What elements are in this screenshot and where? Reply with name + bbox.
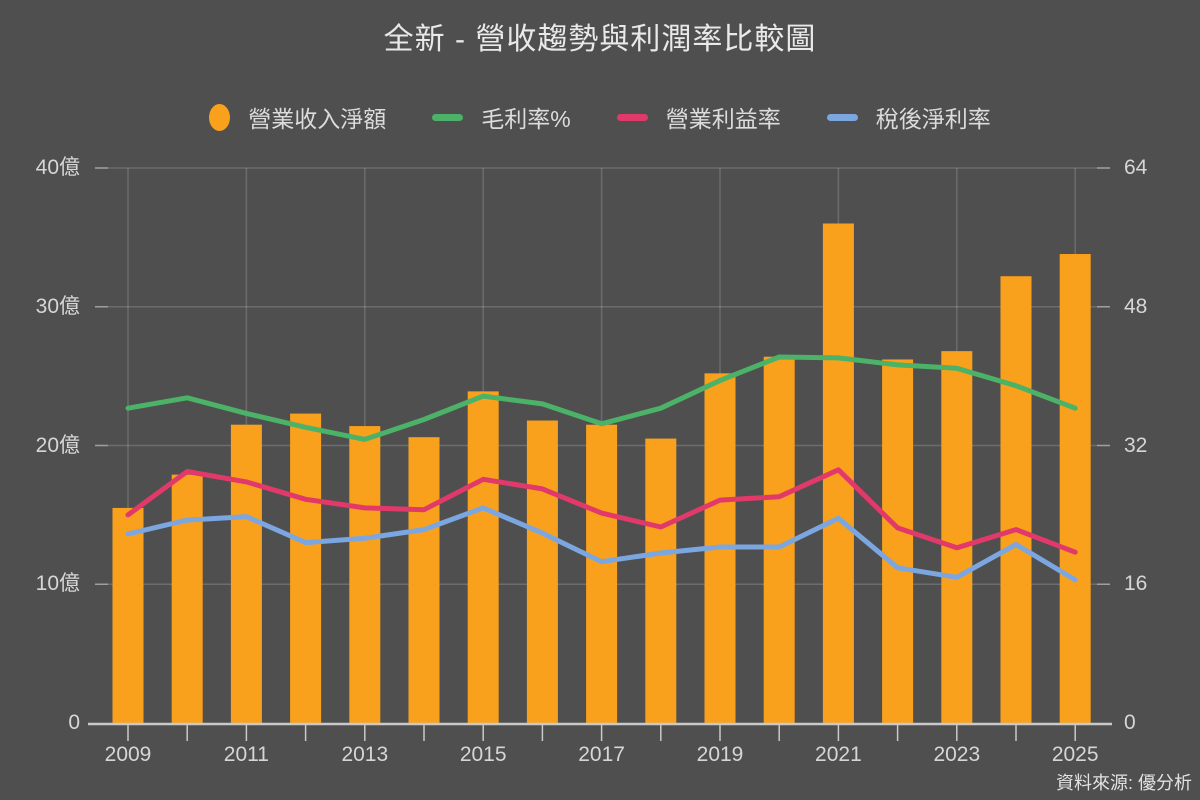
chart-legend: 營業收入淨額 毛利率% 營業利益率 稅後淨利率 — [0, 100, 1200, 134]
x-axis-tick-label: 2023 — [933, 743, 981, 766]
x-axis-tick-label: 2021 — [815, 743, 862, 766]
revenue-bar-2024 — [1000, 276, 1032, 723]
legend-label: 毛利率% — [481, 106, 571, 132]
revenue-bar-2016 — [526, 420, 558, 723]
legend-label: 營業收入淨額 — [248, 106, 387, 132]
right-axis-tick-label: 16 — [1124, 572, 1148, 596]
legend-item: 毛利率% — [432, 100, 571, 134]
revenue-bar-2023 — [941, 351, 973, 723]
legend-label: 營業利益率 — [665, 106, 781, 132]
right-axis-tick-label: 64 — [1124, 156, 1148, 179]
legend-item: 營業利益率 — [616, 100, 781, 134]
operating-margin-line — [125, 467, 1078, 555]
gross-margin-line — [125, 354, 1078, 442]
left-axis-tick-label: 0 — [68, 711, 80, 734]
left-axis-tick-label: 30億 — [35, 294, 80, 318]
revenue-bar-2014 — [408, 437, 440, 723]
net-margin-line — [125, 505, 1078, 583]
x-axis-tick-label: 2025 — [1051, 743, 1099, 766]
revenue-bar-2015 — [467, 391, 499, 723]
revenue-bar-2025 — [1059, 254, 1091, 723]
legend-item: 營業收入淨額 — [209, 100, 386, 134]
x-axis-tick-label: 2019 — [696, 743, 744, 766]
x-axis-tick-label: 2015 — [459, 743, 507, 766]
bar-series-marker-icon — [209, 103, 231, 131]
left-axis-tick-label: 40億 — [35, 156, 80, 179]
left-axis-tick-label: 20億 — [35, 433, 80, 457]
chart-title: 全新 - 營收趨勢與利潤率比較圖 — [383, 23, 817, 56]
revenue-bar-2022 — [882, 359, 914, 723]
right-axis-tick-label: 48 — [1124, 294, 1148, 318]
x-axis-tick-label: 2013 — [341, 743, 389, 766]
right-axis-tick-label: 32 — [1124, 433, 1148, 457]
left-axis-tick-label: 10億 — [35, 572, 80, 596]
legend-label: 稅後淨利率 — [875, 106, 991, 132]
line-series-marker-icon — [432, 113, 464, 121]
revenue-bar-2012 — [290, 413, 322, 723]
x-axis-tick-label: 2009 — [104, 743, 152, 766]
right-axis-tick-label: 0 — [1124, 711, 1136, 734]
source-note: 資料來源: 優分析 — [1055, 773, 1192, 793]
revenue-bar-2018 — [645, 438, 677, 723]
revenue-bar-2013 — [349, 426, 381, 723]
line-series-marker-icon — [616, 113, 648, 121]
revenue-bar-2011 — [230, 424, 262, 723]
revenue-bar-2017 — [586, 424, 618, 723]
x-axis-tick-label: 2017 — [578, 743, 625, 766]
revenue-bar-2009 — [112, 507, 144, 723]
legend-item: 稅後淨利率 — [826, 100, 991, 134]
line-series-marker-icon — [826, 113, 858, 121]
x-axis-tick-label: 2011 — [223, 743, 269, 766]
revenue-bar-2010 — [171, 474, 203, 723]
